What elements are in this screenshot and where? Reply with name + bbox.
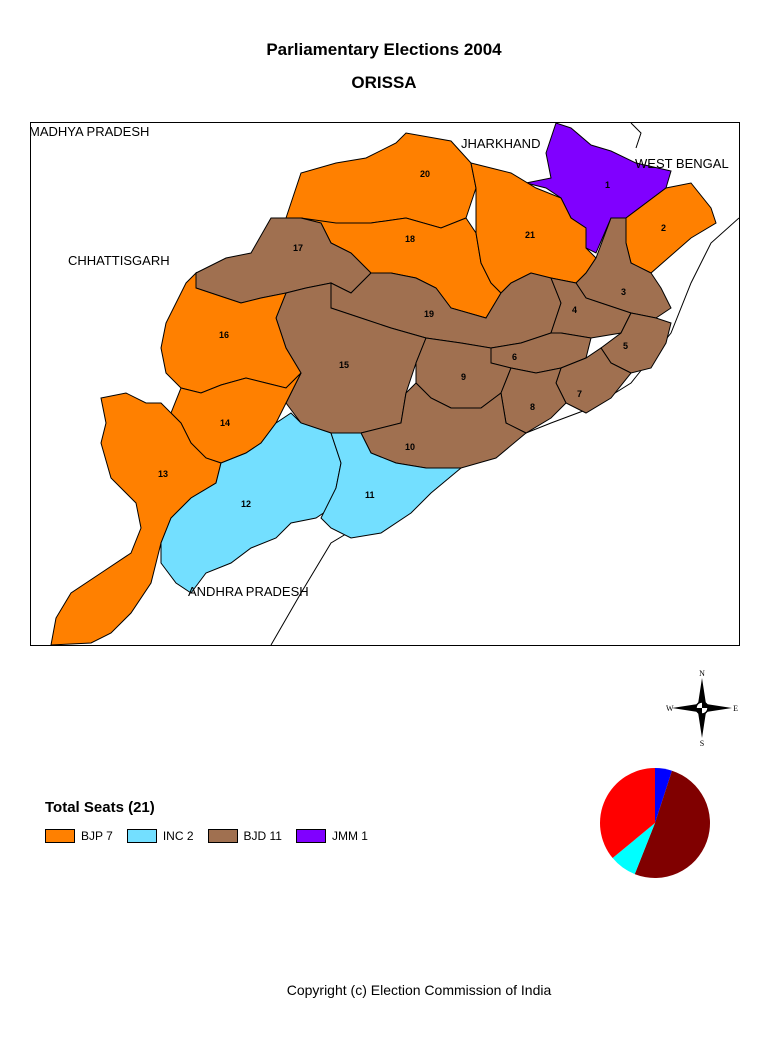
seat-label-10: 10 xyxy=(405,442,415,452)
legend: BJP 7 INC 2 BJD 11 JMM 1 xyxy=(45,829,382,843)
label-madhya-pradesh: MADHYA PRADESH xyxy=(30,124,150,139)
legend-swatch-inc xyxy=(126,829,157,843)
compass-e: E xyxy=(733,704,738,713)
seat-label-3: 3 xyxy=(621,287,626,297)
seat-label-2: 2 xyxy=(661,223,666,233)
seat-label-13: 13 xyxy=(158,469,168,479)
seat-label-15: 15 xyxy=(339,360,349,370)
border-line xyxy=(630,123,642,149)
map-frame[interactable]: 1 2 3 4 5 6 7 8 9 10 11 12 13 14 15 16 1… xyxy=(30,122,740,646)
seat-label-4: 4 xyxy=(572,305,577,315)
seat-label-18: 18 xyxy=(405,234,415,244)
label-andhra-pradesh: ANDHRA PRADESH xyxy=(188,584,309,599)
compass-rose-icon: N S W E xyxy=(664,669,740,751)
seat-label-17: 17 xyxy=(293,243,303,253)
constituency-13 xyxy=(50,392,222,645)
constituency-8 xyxy=(500,367,567,434)
label-west-bengal: WEST BENGAL xyxy=(635,156,729,171)
constituency-20 xyxy=(285,132,477,229)
seat-label-14: 14 xyxy=(220,418,230,428)
legend-swatch-bjd xyxy=(207,829,238,843)
vote-share-pie xyxy=(596,764,714,887)
seat-label-16: 16 xyxy=(219,330,229,340)
pie-slice xyxy=(600,768,655,859)
seat-label-21: 21 xyxy=(525,230,535,240)
label-jharkhand: JHARKHAND xyxy=(461,136,541,151)
seat-label-11: 11 xyxy=(365,490,375,500)
compass-s: S xyxy=(700,739,704,746)
legend-item-bjd: BJD 11 xyxy=(207,829,282,843)
compass-n: N xyxy=(699,670,705,678)
constituency-11 xyxy=(320,432,463,539)
seat-label-12: 12 xyxy=(241,499,251,509)
seat-label-5: 5 xyxy=(623,341,628,351)
page-title: Parliamentary Elections 2004 xyxy=(266,40,502,59)
copyright-notice: Copyright (c) Election Commission of Ind… xyxy=(286,982,552,998)
legend-label-bjd: BJD 11 xyxy=(243,829,282,843)
seat-label-20: 20 xyxy=(420,169,430,179)
legend-item-inc: INC 2 xyxy=(126,829,194,843)
seat-label-19: 19 xyxy=(424,309,434,319)
seat-label-8: 8 xyxy=(530,402,535,412)
pie-slice xyxy=(655,768,672,823)
orissa-map: 1 2 3 4 5 6 7 8 9 10 11 12 13 14 15 16 1… xyxy=(50,123,739,645)
seat-label-1: 1 xyxy=(605,180,610,190)
state-name: ORISSA xyxy=(351,73,417,92)
legend-item-bjp: BJP 7 xyxy=(45,829,113,843)
label-chhattisgarh: CHHATTISGARH xyxy=(68,253,170,268)
seat-label-7: 7 xyxy=(577,389,582,399)
pie-slice xyxy=(634,770,711,879)
legend-label-inc: INC 2 xyxy=(162,829,194,843)
compass-w: W xyxy=(666,704,674,713)
legend-label-bjp: BJP 7 xyxy=(81,829,113,843)
legend-swatch-jmm xyxy=(295,829,326,843)
pie-slice xyxy=(612,823,655,875)
legend-swatch-bjp xyxy=(45,829,75,843)
seat-label-6: 6 xyxy=(512,352,517,362)
legend-title: Total Seats (21) xyxy=(45,799,155,816)
seat-label-9: 9 xyxy=(461,372,466,382)
legend-label-jmm: JMM 1 xyxy=(331,829,368,843)
legend-item-jmm: JMM 1 xyxy=(295,829,368,843)
seat-number-labels: 1 2 3 4 5 6 7 8 9 10 11 12 13 14 15 16 1… xyxy=(158,169,666,509)
